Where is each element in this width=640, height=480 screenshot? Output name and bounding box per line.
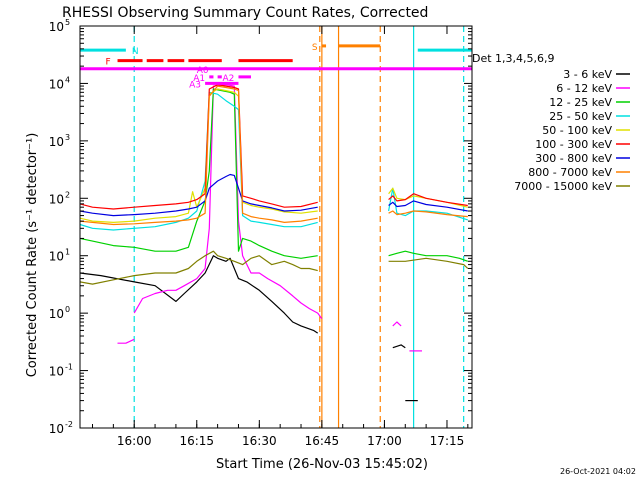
series-line [388,210,468,218]
status-bar-label: A0 [197,66,209,76]
status-bar-label: F [106,58,111,68]
series-line [133,84,323,320]
series-line [388,200,468,212]
legend-label: 300 - 800 keV [535,152,612,165]
legend-label: 800 - 7000 keV [528,166,612,179]
y-tick-exponent: 1 [65,248,70,257]
x-tick-label: 16:15 [179,434,214,448]
status-bar-label: S [312,43,318,53]
y-tick-exponent: 3 [65,133,70,142]
status-bar-label: N [132,47,139,57]
y-tick-label: 10 [49,77,64,91]
y-tick-label: 10 [49,20,64,34]
series-line [388,250,469,262]
y-axis-label: Corrected Count Rate (s⁻¹ detector⁻¹) [25,133,40,378]
y-tick-label: 10 [49,422,64,436]
timestamp: 26-Oct-2021 04:02 [560,467,636,476]
legend-label: 3 - 6 keV [563,68,612,81]
y-tick-label: 10 [49,192,64,206]
status-bar-label: A3 [189,80,201,90]
series-line [79,250,318,285]
series-line [392,344,406,349]
status-bar-label: A2 [222,74,234,84]
series-line [79,173,318,217]
legend-label: 50 - 100 keV [542,124,612,137]
x-axis-label: Start Time (26-Nov-03 15:45:02) [216,457,428,472]
series-line [117,338,135,344]
legend-label: 100 - 300 keV [535,138,612,151]
series-line [79,88,318,259]
y-tick-label: 10 [49,365,64,379]
y-tick-label: 10 [49,250,64,264]
legend-label: 7000 - 15000 keV [514,180,612,193]
series-line [392,321,402,327]
legend-title: Det 1,3,4,5,6,9 [472,52,555,65]
legend-label: 12 - 25 keV [549,96,612,109]
series-line [388,193,468,207]
x-tick-label: 17:15 [430,434,465,448]
y-tick-exponent: 0 [65,305,70,314]
x-tick-label: 16:00 [117,434,152,448]
series-line [79,85,318,226]
plot-frame [79,25,473,429]
x-tick-label: 16:30 [242,434,277,448]
series-line [79,84,318,210]
y-tick-label: 10 [49,135,64,149]
x-tick-label: 17:00 [367,434,402,448]
legend-label: 25 - 50 keV [549,110,612,123]
y-tick-exponent: 2 [65,190,70,199]
series-line [388,187,468,221]
status-bar-label: A1 [193,74,205,84]
x-tick-label: 16:45 [305,434,340,448]
series-line [79,255,319,334]
y-tick-exponent: 4 [65,75,70,84]
legend-label: 6 - 12 keV [556,82,612,95]
chart-title: RHESSI Observing Summary Count Rates, Co… [62,5,428,21]
series-line [388,257,469,269]
series-line [79,91,318,231]
y-tick-exponent: -2 [65,420,73,429]
y-tick-exponent: -1 [65,363,73,372]
y-tick-exponent: 5 [65,18,70,27]
y-tick-label: 10 [49,307,64,321]
series-line [79,88,318,223]
